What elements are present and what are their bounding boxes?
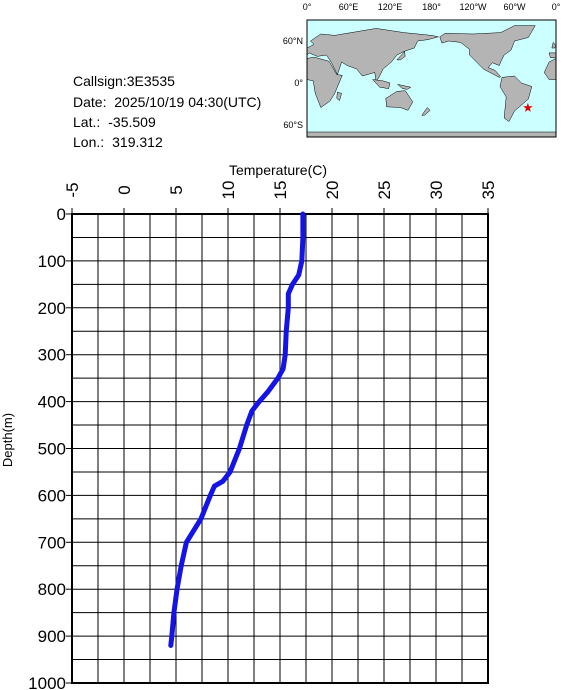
y-tick-label: 600 xyxy=(38,486,66,505)
world-map xyxy=(306,19,557,138)
lon-label: Lon.: xyxy=(73,134,104,150)
x-tick-label: -5 xyxy=(63,182,82,197)
x-tick-label: 20 xyxy=(323,181,342,200)
x-axis-title: Temperature(C) xyxy=(229,162,327,178)
y-tick-label: 400 xyxy=(38,393,66,412)
map-lon-label: 0° xyxy=(552,2,561,12)
y-tick-label: 100 xyxy=(38,252,66,271)
landmass xyxy=(397,84,412,90)
temperature-profile xyxy=(168,211,306,648)
map-lon-label: 60°E xyxy=(339,2,359,12)
map-lat-label: 0° xyxy=(294,78,303,88)
landmass xyxy=(307,28,439,83)
map-lon-label: 60°W xyxy=(503,2,526,12)
map-lon-label: 120°W xyxy=(459,2,487,12)
landmass xyxy=(543,58,556,80)
y-tick-label: 800 xyxy=(38,580,66,599)
map-lon-label: 180° xyxy=(422,2,441,12)
landmass xyxy=(336,91,342,101)
y-tick-label: 500 xyxy=(38,440,66,459)
map-lat-label: 60°N xyxy=(283,36,303,46)
y-tick-label: 300 xyxy=(38,346,66,365)
y-axis-title: Depth(m) xyxy=(0,413,15,467)
x-tick-label: 0 xyxy=(115,185,134,194)
landmass xyxy=(372,79,391,89)
callsign: Callsign:3E3535 xyxy=(73,73,175,89)
date: Date: 2025/10/19 04:30(UTC) xyxy=(73,94,261,110)
landmass xyxy=(307,131,556,137)
map-lon-label: 0° xyxy=(303,2,312,12)
landmass xyxy=(548,52,556,59)
land xyxy=(307,25,556,137)
landmass xyxy=(385,90,414,111)
y-tick-label: 200 xyxy=(38,299,66,318)
y-tick-label: 900 xyxy=(38,627,66,646)
lon-value: 319.312 xyxy=(112,134,163,150)
station-marker xyxy=(523,102,533,112)
latitude: Lat.: -35.509 xyxy=(73,114,156,130)
landmass xyxy=(421,107,431,116)
longitude: Lon.: 319.312 xyxy=(73,134,163,150)
y-tick-label: 1000 xyxy=(28,674,66,690)
map-lat-label: 60°S xyxy=(283,120,303,130)
landmass xyxy=(307,56,343,108)
plot-frame xyxy=(71,213,489,684)
y-tick-label: 0 xyxy=(57,205,66,224)
map-lon-label: 120°E xyxy=(378,2,403,12)
landmass xyxy=(499,75,533,122)
x-tick-label: 10 xyxy=(219,181,238,200)
landmass xyxy=(396,50,406,61)
landmass xyxy=(439,25,536,78)
x-tick-label: 35 xyxy=(479,181,498,200)
x-tick-label: 15 xyxy=(271,181,290,200)
landmass xyxy=(551,41,556,49)
map-frame xyxy=(306,19,557,138)
x-tick-label: 25 xyxy=(375,181,394,200)
plot-area: -5 0 5 10 15 20 25 30 35 0 100 200 300 400 500 600 700 80… xyxy=(28,181,498,690)
station-info: Callsign:3E3535 Date: 2025/10/19 04:30(U… xyxy=(73,73,261,150)
lat-value: -35.509 xyxy=(108,114,156,130)
lat-label: Lat.: xyxy=(73,114,100,130)
x-tick-label: 30 xyxy=(427,181,446,200)
x-tick-label: 5 xyxy=(167,185,186,194)
y-tick-label: 700 xyxy=(38,533,66,552)
